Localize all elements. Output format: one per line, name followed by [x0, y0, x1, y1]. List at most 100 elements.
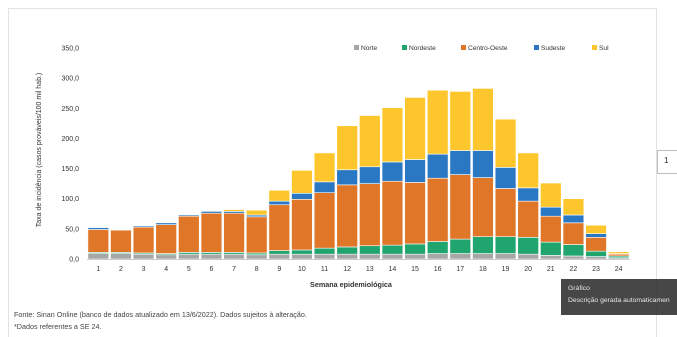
- x-tick-label: 21: [547, 266, 555, 273]
- bar-segment-norte: [585, 256, 607, 260]
- bar-segment-norte: [87, 253, 110, 260]
- bar-segment-sudeste: [359, 166, 381, 184]
- bar-segment-centro-oeste: [223, 212, 245, 253]
- bar-segment-sudeste: [155, 222, 177, 225]
- x-tick-label: 9: [277, 266, 281, 273]
- bar-segment-sul: [607, 251, 630, 254]
- legend-swatch: [402, 45, 407, 50]
- x-tick-label: 24: [615, 266, 623, 273]
- legend-label: Sudeste: [541, 45, 566, 52]
- bar-segment-norte: [291, 253, 313, 260]
- bar-segment-sudeste: [585, 233, 607, 238]
- x-tick-label: 17: [456, 266, 464, 273]
- bar-segment-norte: [359, 253, 381, 260]
- bar-segment-nordeste: [336, 246, 358, 255]
- bar-segment-nordeste: [291, 249, 313, 255]
- bar-segment-nordeste: [585, 250, 607, 257]
- x-tick-label: 14: [389, 266, 397, 273]
- legend-swatch: [461, 45, 466, 50]
- x-axis-label: Semana epidemiológica: [310, 280, 393, 289]
- bar-segment-nordeste: [472, 236, 494, 254]
- bar-segment-centro-oeste: [381, 180, 404, 246]
- x-tick-label: 12: [343, 266, 351, 273]
- y-tick-label: 200,0: [61, 136, 79, 143]
- bar-segment-sudeste: [517, 187, 539, 202]
- bar-segment-sudeste: [200, 211, 223, 214]
- bar-segment-sudeste: [336, 169, 358, 186]
- bar-segment-centro-oeste: [313, 192, 336, 249]
- bar-segment-sul: [245, 209, 268, 216]
- bar-segment-nordeste: [517, 237, 539, 255]
- bar-segment-sul: [359, 115, 381, 168]
- bar-segment-nordeste: [426, 241, 449, 254]
- bar-segment-sul: [426, 89, 449, 155]
- bar-segment-nordeste: [494, 236, 517, 254]
- bar-segment-norte: [472, 253, 494, 260]
- data-note: *Dados referentes a SE 24.: [14, 322, 102, 331]
- bar-segment-norte: [268, 253, 291, 260]
- bar-segment-norte: [200, 253, 223, 260]
- legend-label: Centro-Oeste: [468, 45, 508, 52]
- x-tick-label: 11: [321, 266, 328, 273]
- legend-label: Sul: [599, 45, 609, 52]
- y-tick-label: 50,0: [65, 226, 79, 233]
- bar-segment-norte: [562, 255, 585, 260]
- bar-segment-norte: [517, 253, 539, 260]
- bar-segment-sul: [268, 189, 291, 202]
- bar-segment-sudeste: [268, 200, 291, 206]
- bar-segment-centro-oeste: [178, 215, 200, 253]
- x-tick-label: 7: [232, 266, 236, 273]
- bar-segment-centro-oeste: [426, 177, 449, 242]
- bar-segment-centro-oeste: [359, 183, 381, 247]
- bar-segment-norte: [132, 253, 155, 260]
- bar-segment-sudeste: [562, 214, 585, 224]
- bar-segment-sul: [472, 88, 494, 151]
- bar-segment-norte: [110, 253, 132, 260]
- bar-segment-sul: [291, 170, 313, 194]
- bar-segment-sul: [336, 125, 358, 171]
- legend-swatch: [592, 45, 597, 50]
- bar-segment-sudeste: [178, 214, 200, 217]
- x-tick-label: 20: [524, 266, 532, 273]
- y-tick-label: 150,0: [61, 166, 79, 173]
- bar-segment-centro-oeste: [585, 237, 607, 252]
- bar-segment-norte: [336, 253, 358, 260]
- bar-segment-nordeste: [268, 250, 291, 255]
- bar-segment-sul: [494, 118, 517, 168]
- bar-segment-sul: [223, 209, 245, 212]
- legend-swatch: [354, 45, 359, 50]
- bar-segment-nordeste: [562, 244, 585, 257]
- x-tick-label: 23: [592, 266, 600, 273]
- x-tick-label: 5: [187, 266, 191, 273]
- alt-text-tooltip: Gráfico Descrição gerada automaticamen: [561, 279, 677, 315]
- bar-segment-sul: [517, 152, 539, 189]
- x-tick-label: 13: [366, 266, 374, 273]
- bar-segment-sudeste: [449, 150, 472, 175]
- bar-segment-sul: [313, 152, 336, 183]
- bar-segment-sudeste: [426, 153, 449, 179]
- x-tick-label: 4: [164, 266, 168, 273]
- stacked-bar-chart: Taxa de incidência (casos prováveis/100 …: [36, 45, 630, 289]
- bar-segment-sul: [404, 97, 426, 160]
- footnotes: Fonte: Sinan Online (banco de dados atua…: [14, 309, 307, 333]
- x-tick-label: 6: [209, 266, 213, 273]
- bar-segment-norte: [540, 255, 562, 260]
- legend-label: Norte: [361, 45, 377, 52]
- source-note: Fonte: Sinan Online (banco de dados atua…: [14, 310, 307, 319]
- bar-segment-sul: [585, 224, 607, 234]
- x-tick-label: 10: [298, 266, 306, 273]
- bar-segment-centro-oeste: [132, 226, 155, 254]
- tooltip-title: Gráfico: [568, 285, 590, 292]
- bar-segment-nordeste: [449, 238, 472, 254]
- y-tick-label: 250,0: [61, 106, 79, 113]
- bar-segment-centro-oeste: [404, 182, 426, 245]
- bar-segment-sudeste: [404, 159, 426, 183]
- bar-segment-sul: [449, 91, 472, 151]
- x-tick-label: 16: [434, 266, 442, 273]
- bar-segment-nordeste: [359, 245, 381, 255]
- x-tick-label: 8: [255, 266, 259, 273]
- bar-segment-centro-oeste: [336, 184, 358, 248]
- bar-segment-norte: [381, 253, 404, 260]
- bar-segment-norte: [155, 254, 177, 260]
- bar-segment-norte: [313, 253, 336, 260]
